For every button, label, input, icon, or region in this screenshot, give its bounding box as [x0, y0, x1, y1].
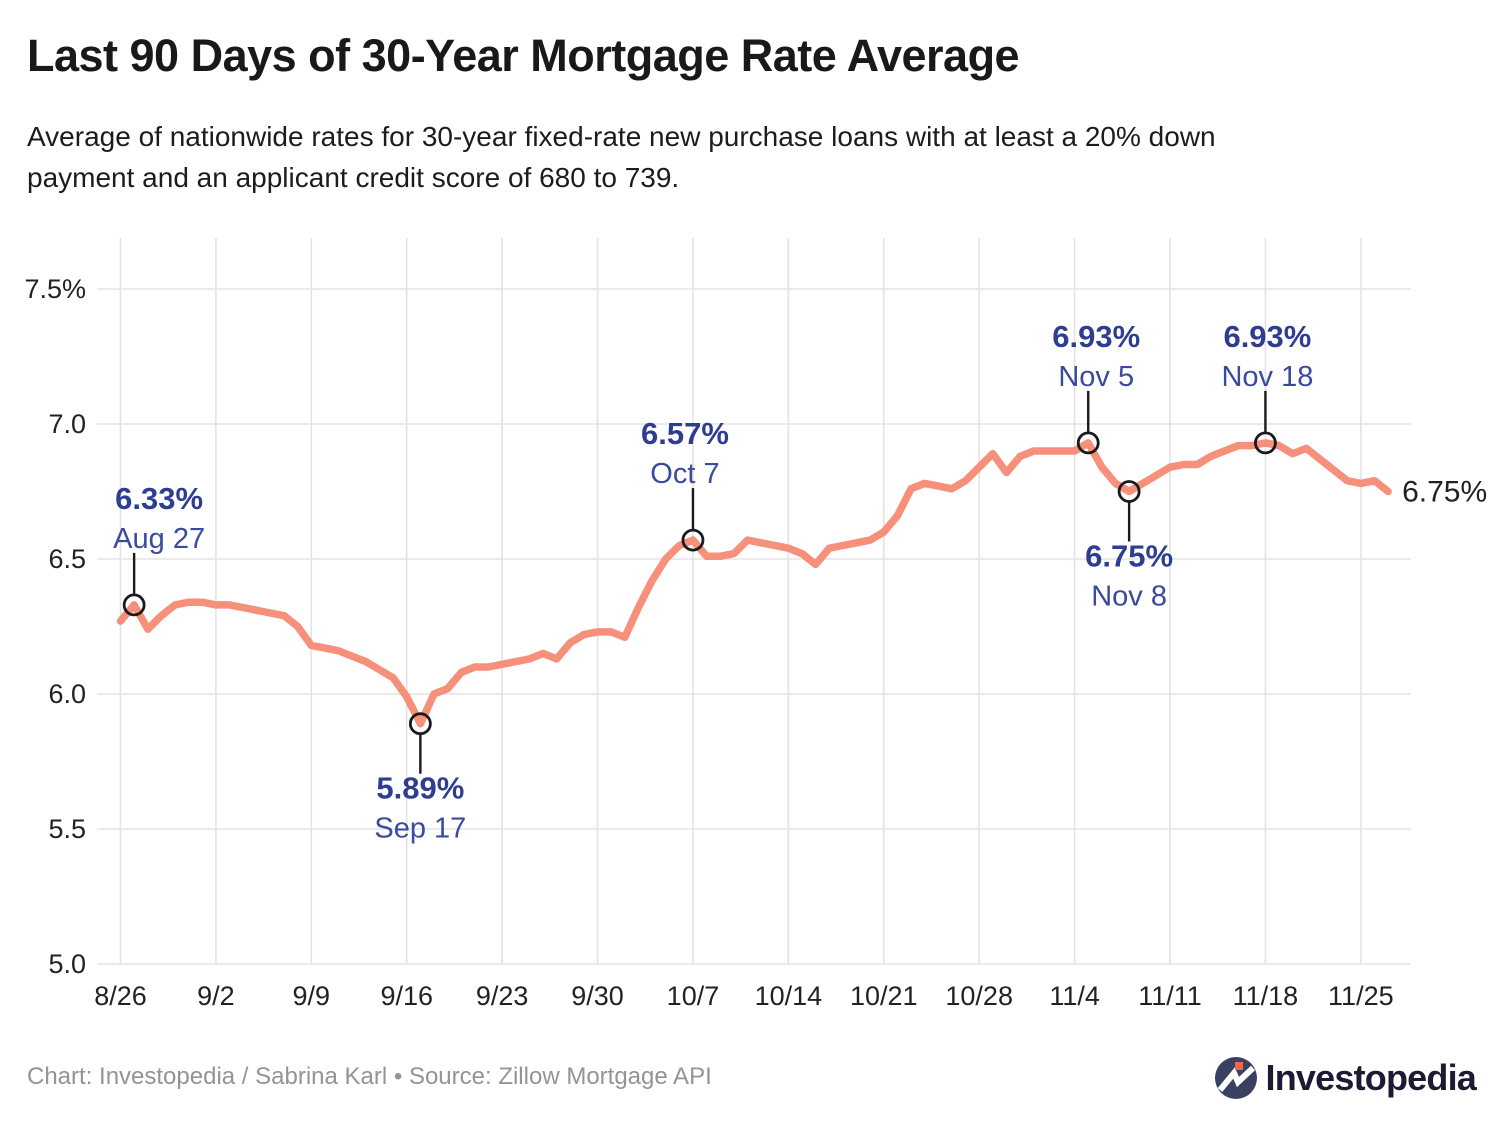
- x-axis-label-11/11: 11/11: [1138, 981, 1202, 1011]
- annotation-marker-oct-7: [681, 528, 705, 552]
- investopedia-logo: Investopedia: [1214, 1052, 1477, 1104]
- chart-credit: Chart: Investopedia / Sabrina Karl • Sou…: [27, 1063, 712, 1090]
- x-axis-label-11/18: 11/18: [1233, 981, 1299, 1011]
- chart-subtitle: Average of nationwide rates for 30-year …: [27, 116, 1216, 198]
- x-axis-label-11/4: 11/4: [1049, 981, 1100, 1011]
- y-axis-label-5.5: 5.5: [48, 814, 86, 844]
- chart-subtitle-line1: Average of nationwide rates for 30-year …: [27, 121, 1216, 152]
- annotation-marker-sep-17: [408, 712, 432, 736]
- x-axis-label-10/14: 10/14: [755, 981, 823, 1011]
- annotation-date-nov-5: Nov 5: [1058, 361, 1134, 393]
- annotation-value-nov-8: 6.75%: [1085, 539, 1173, 574]
- y-axis-label-7.5%: 7.5%: [24, 274, 86, 304]
- y-axis-label-7.0: 7.0: [48, 409, 86, 439]
- x-axis-label-9/2: 9/2: [197, 981, 235, 1011]
- annotation-value-sep-17: 5.89%: [376, 771, 464, 806]
- annotation-date-nov-18: Nov 18: [1221, 361, 1313, 393]
- annotation-marker-nov-5: [1076, 431, 1100, 455]
- y-axis-label-5.0: 5.0: [48, 949, 86, 979]
- y-axis-label-6.0: 6.0: [48, 679, 86, 709]
- annotation-value-oct-7: 6.57%: [641, 416, 729, 451]
- x-axis-label-8/26: 8/26: [94, 981, 147, 1011]
- x-axis-label-10/21: 10/21: [850, 981, 918, 1011]
- chart-title: Last 90 Days of 30-Year Mortgage Rate Av…: [27, 30, 1020, 81]
- x-axis-label-10/7: 10/7: [667, 981, 720, 1011]
- annotation-marker-nov-8: [1117, 480, 1141, 503]
- annotation-value-nov-5: 6.93%: [1052, 319, 1140, 354]
- current-rate-label: 6.75%: [1402, 476, 1487, 509]
- x-axis-label-10/28: 10/28: [945, 981, 1013, 1011]
- logo-dot: [1234, 1062, 1243, 1070]
- x-axis-label-9/30: 9/30: [571, 981, 624, 1011]
- x-axis-label-9/23: 9/23: [476, 981, 529, 1011]
- annotation-marker-aug-27: [122, 593, 146, 617]
- annotation-value-aug-27: 6.33%: [115, 481, 203, 516]
- annotation-date-oct-7: Oct 7: [650, 458, 719, 490]
- annotation-marker-nov-18: [1254, 431, 1277, 455]
- annotation-value-nov-18: 6.93%: [1223, 319, 1311, 354]
- chart-subtitle-line2: payment and an applicant credit score of…: [27, 162, 680, 193]
- x-axis-label-11/25: 11/25: [1328, 981, 1394, 1011]
- investopedia-wordmark: Investopedia: [1265, 1057, 1477, 1098]
- annotation-date-sep-17: Sep 17: [374, 813, 466, 845]
- rate-line-path: [116, 439, 1392, 728]
- investopedia-logo-icon: [1214, 1057, 1257, 1099]
- annotation-date-nov-8: Nov 8: [1091, 581, 1167, 613]
- annotation-date-aug-27: Aug 27: [113, 523, 205, 555]
- x-axis-label-9/16: 9/16: [380, 981, 433, 1011]
- x-axis-label-9/9: 9/9: [293, 981, 331, 1011]
- logo-chartline-glyph: [1217, 1065, 1255, 1092]
- y-axis-label-6.5: 6.5: [48, 544, 86, 574]
